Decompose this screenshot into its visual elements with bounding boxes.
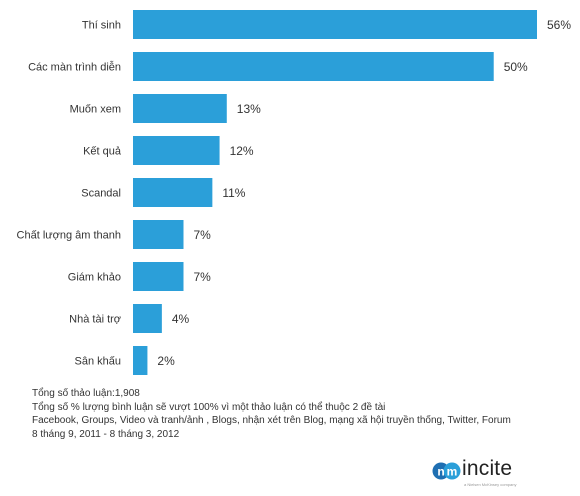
value-label: 4% bbox=[172, 312, 190, 326]
bar bbox=[133, 10, 537, 39]
value-label: 7% bbox=[194, 228, 212, 242]
category-label: Muốn xem bbox=[70, 104, 121, 116]
value-label: 2% bbox=[157, 354, 175, 368]
value-label: 13% bbox=[237, 102, 261, 116]
bar-chart: Thí sinh 56% Các màn trình diễn 50% Muốn xem… bbox=[17, 10, 571, 375]
svg-text:n: n bbox=[437, 465, 444, 479]
bar bbox=[133, 220, 184, 249]
category-label: Thí sinh bbox=[82, 20, 121, 32]
incite-logo: n m incite a Nielsen McKinsey company bbox=[432, 456, 552, 488]
value-label: 7% bbox=[194, 270, 212, 284]
category-label: Scandal bbox=[81, 188, 121, 200]
bar bbox=[133, 52, 494, 81]
footnotes: Tổng số thảo luận:1,908 Tổng số % lượng … bbox=[32, 387, 511, 441]
category-label: Các màn trình diễn bbox=[28, 61, 121, 74]
footnote-period: 8 tháng 9, 2011 - 8 tháng 3, 2012 bbox=[32, 428, 180, 440]
bar bbox=[133, 178, 213, 207]
category-label: Chất lượng âm thanh bbox=[17, 230, 121, 242]
bar bbox=[133, 304, 162, 333]
logo-tagline: a Nielsen McKinsey company bbox=[464, 482, 517, 487]
footnote-sources: Facebook, Groups, Video và tranh/ảnh , B… bbox=[32, 415, 511, 426]
category-label: Giám khảo bbox=[68, 272, 121, 284]
incite-logo-icon: n m bbox=[432, 462, 461, 480]
value-label: 11% bbox=[222, 186, 245, 200]
logo-text: incite bbox=[462, 457, 513, 480]
svg-text:m: m bbox=[447, 465, 458, 479]
bar bbox=[133, 94, 227, 123]
category-label: Sân khấu bbox=[75, 356, 121, 368]
footnote-note: Tổng số % lượng bình luận sẽ vượt 100% v… bbox=[32, 401, 386, 413]
value-label: 50% bbox=[504, 60, 528, 74]
category-label: Nhà tài trợ bbox=[69, 314, 121, 326]
category-label: Kết quả bbox=[83, 146, 122, 158]
bar bbox=[133, 136, 220, 165]
footnote-total: Tổng số thảo luận:1,908 bbox=[32, 388, 140, 399]
value-label: 12% bbox=[230, 144, 254, 158]
bar bbox=[133, 346, 148, 375]
value-label: 56% bbox=[547, 18, 571, 32]
bar bbox=[133, 262, 184, 291]
